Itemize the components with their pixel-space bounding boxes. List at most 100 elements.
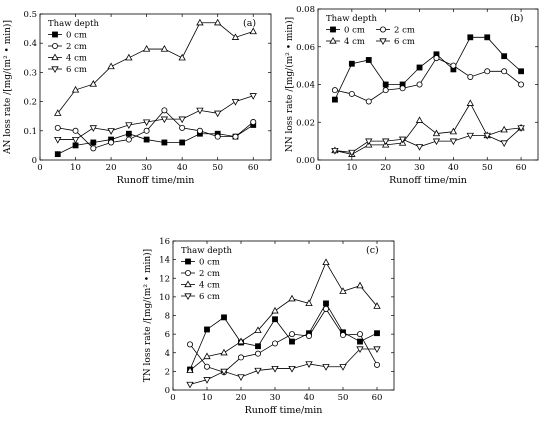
data-point bbox=[161, 139, 168, 146]
data-point bbox=[220, 368, 228, 376]
series-line bbox=[334, 102, 522, 155]
y-tick-label: 0.3 bbox=[23, 68, 37, 78]
legend-entry: 4 cm bbox=[66, 54, 87, 64]
series-0-cm bbox=[332, 34, 524, 103]
legend-entry: 6 cm bbox=[66, 65, 87, 75]
y-tick-label: 0.5 bbox=[23, 10, 37, 20]
x-tick-label: 60 bbox=[248, 163, 259, 173]
x-tick-label: 20 bbox=[380, 163, 391, 173]
data-point bbox=[186, 366, 194, 374]
chart-panel-1: 0 10 20 30 40 50 60 0 0.1 0.2 0.3 0.4 0.5 Runoff time… bbox=[2, 10, 272, 186]
x-tick-label: 40 bbox=[448, 163, 459, 173]
data-point bbox=[254, 350, 261, 357]
data-point bbox=[339, 287, 347, 294]
legend-entry: 2 cm bbox=[199, 269, 220, 279]
legend: Thaw depth 0 cm2 cm 4 cm6 cm bbox=[48, 19, 100, 75]
y-tick-label: 0.02 bbox=[296, 118, 315, 128]
legend-swatch-marker bbox=[379, 38, 387, 46]
data-point bbox=[365, 57, 372, 63]
data-point bbox=[143, 127, 150, 134]
y-tick-label: 0.00 bbox=[296, 156, 315, 166]
data-point bbox=[250, 119, 257, 126]
y-tick-label: 0 bbox=[32, 156, 37, 166]
data-point bbox=[500, 140, 508, 148]
data-point bbox=[322, 258, 330, 266]
data-point bbox=[322, 364, 330, 371]
legend-swatch-marker bbox=[185, 258, 191, 265]
legend-title: Thaw depth bbox=[181, 246, 233, 256]
data-point bbox=[332, 96, 338, 103]
series-6-cm bbox=[331, 125, 525, 157]
data-point bbox=[203, 377, 211, 384]
data-point bbox=[254, 326, 262, 334]
data-point bbox=[323, 300, 329, 307]
data-point bbox=[196, 18, 204, 26]
data-point bbox=[356, 331, 363, 338]
data-point bbox=[382, 81, 389, 88]
data-point bbox=[72, 127, 79, 134]
data-point bbox=[415, 144, 424, 151]
data-point bbox=[373, 302, 381, 309]
x-axis-label: Runoff time/min bbox=[117, 175, 195, 186]
legend-entry: 6 cm bbox=[199, 292, 220, 302]
data-point bbox=[373, 346, 381, 354]
data-point bbox=[288, 331, 295, 338]
y-tick-label: 0.08 bbox=[296, 5, 315, 15]
series-2-cm bbox=[331, 55, 525, 105]
series-2-cm bbox=[54, 107, 257, 152]
data-point bbox=[500, 125, 508, 133]
y-axis-label: NN loss rate /[mg/(m² • min)] bbox=[284, 17, 295, 152]
legend-title: Thaw depth bbox=[48, 19, 100, 29]
panel-label: (b) bbox=[510, 13, 524, 24]
series-0-cm bbox=[187, 300, 380, 373]
data-point bbox=[466, 132, 474, 140]
data-point bbox=[231, 33, 240, 40]
data-point bbox=[214, 133, 221, 140]
data-point bbox=[71, 85, 80, 93]
data-point bbox=[125, 136, 132, 143]
data-point bbox=[271, 340, 278, 347]
panel-label: (c) bbox=[366, 245, 379, 256]
x-tick-label: 10 bbox=[202, 393, 213, 403]
data-point bbox=[186, 341, 193, 348]
data-point bbox=[517, 125, 525, 132]
series-6-cm bbox=[186, 346, 381, 389]
legend-title: Thaw depth bbox=[326, 14, 378, 24]
data-point bbox=[365, 138, 373, 146]
data-point bbox=[432, 138, 441, 146]
series-4-cm bbox=[331, 99, 525, 157]
y-tick-label: 4 bbox=[165, 349, 170, 359]
data-point bbox=[373, 361, 380, 368]
y-tick-label: 0.06 bbox=[296, 43, 315, 53]
x-tick-label: 20 bbox=[236, 393, 247, 403]
x-axis-label: Runoff time/min bbox=[245, 405, 323, 416]
data-point bbox=[249, 27, 257, 35]
data-point bbox=[331, 147, 339, 155]
x-tick-label: 30 bbox=[141, 163, 152, 173]
data-point bbox=[161, 107, 168, 114]
data-point bbox=[249, 93, 257, 100]
data-point bbox=[399, 85, 406, 92]
x-tick-label: 30 bbox=[270, 393, 281, 403]
data-point bbox=[125, 130, 132, 137]
plot-frame bbox=[39, 13, 272, 161]
x-tick-label: 50 bbox=[482, 163, 493, 173]
data-point bbox=[90, 145, 97, 152]
data-point bbox=[142, 45, 151, 52]
data-point bbox=[365, 98, 372, 105]
series-line bbox=[189, 302, 378, 370]
y-tick-label: 14 bbox=[159, 256, 170, 266]
data-point bbox=[331, 87, 338, 94]
data-point bbox=[450, 62, 457, 69]
data-point bbox=[221, 314, 227, 321]
data-point bbox=[484, 34, 491, 41]
data-point bbox=[232, 133, 239, 140]
legend-entry: 4 cm bbox=[344, 37, 365, 47]
data-point bbox=[54, 124, 61, 131]
data-point bbox=[204, 326, 210, 333]
y-tick-label: 0.04 bbox=[296, 81, 315, 91]
data-point bbox=[449, 127, 458, 135]
data-point bbox=[54, 136, 62, 144]
series-line bbox=[57, 95, 254, 140]
y-tick-label: 0.2 bbox=[23, 98, 37, 108]
